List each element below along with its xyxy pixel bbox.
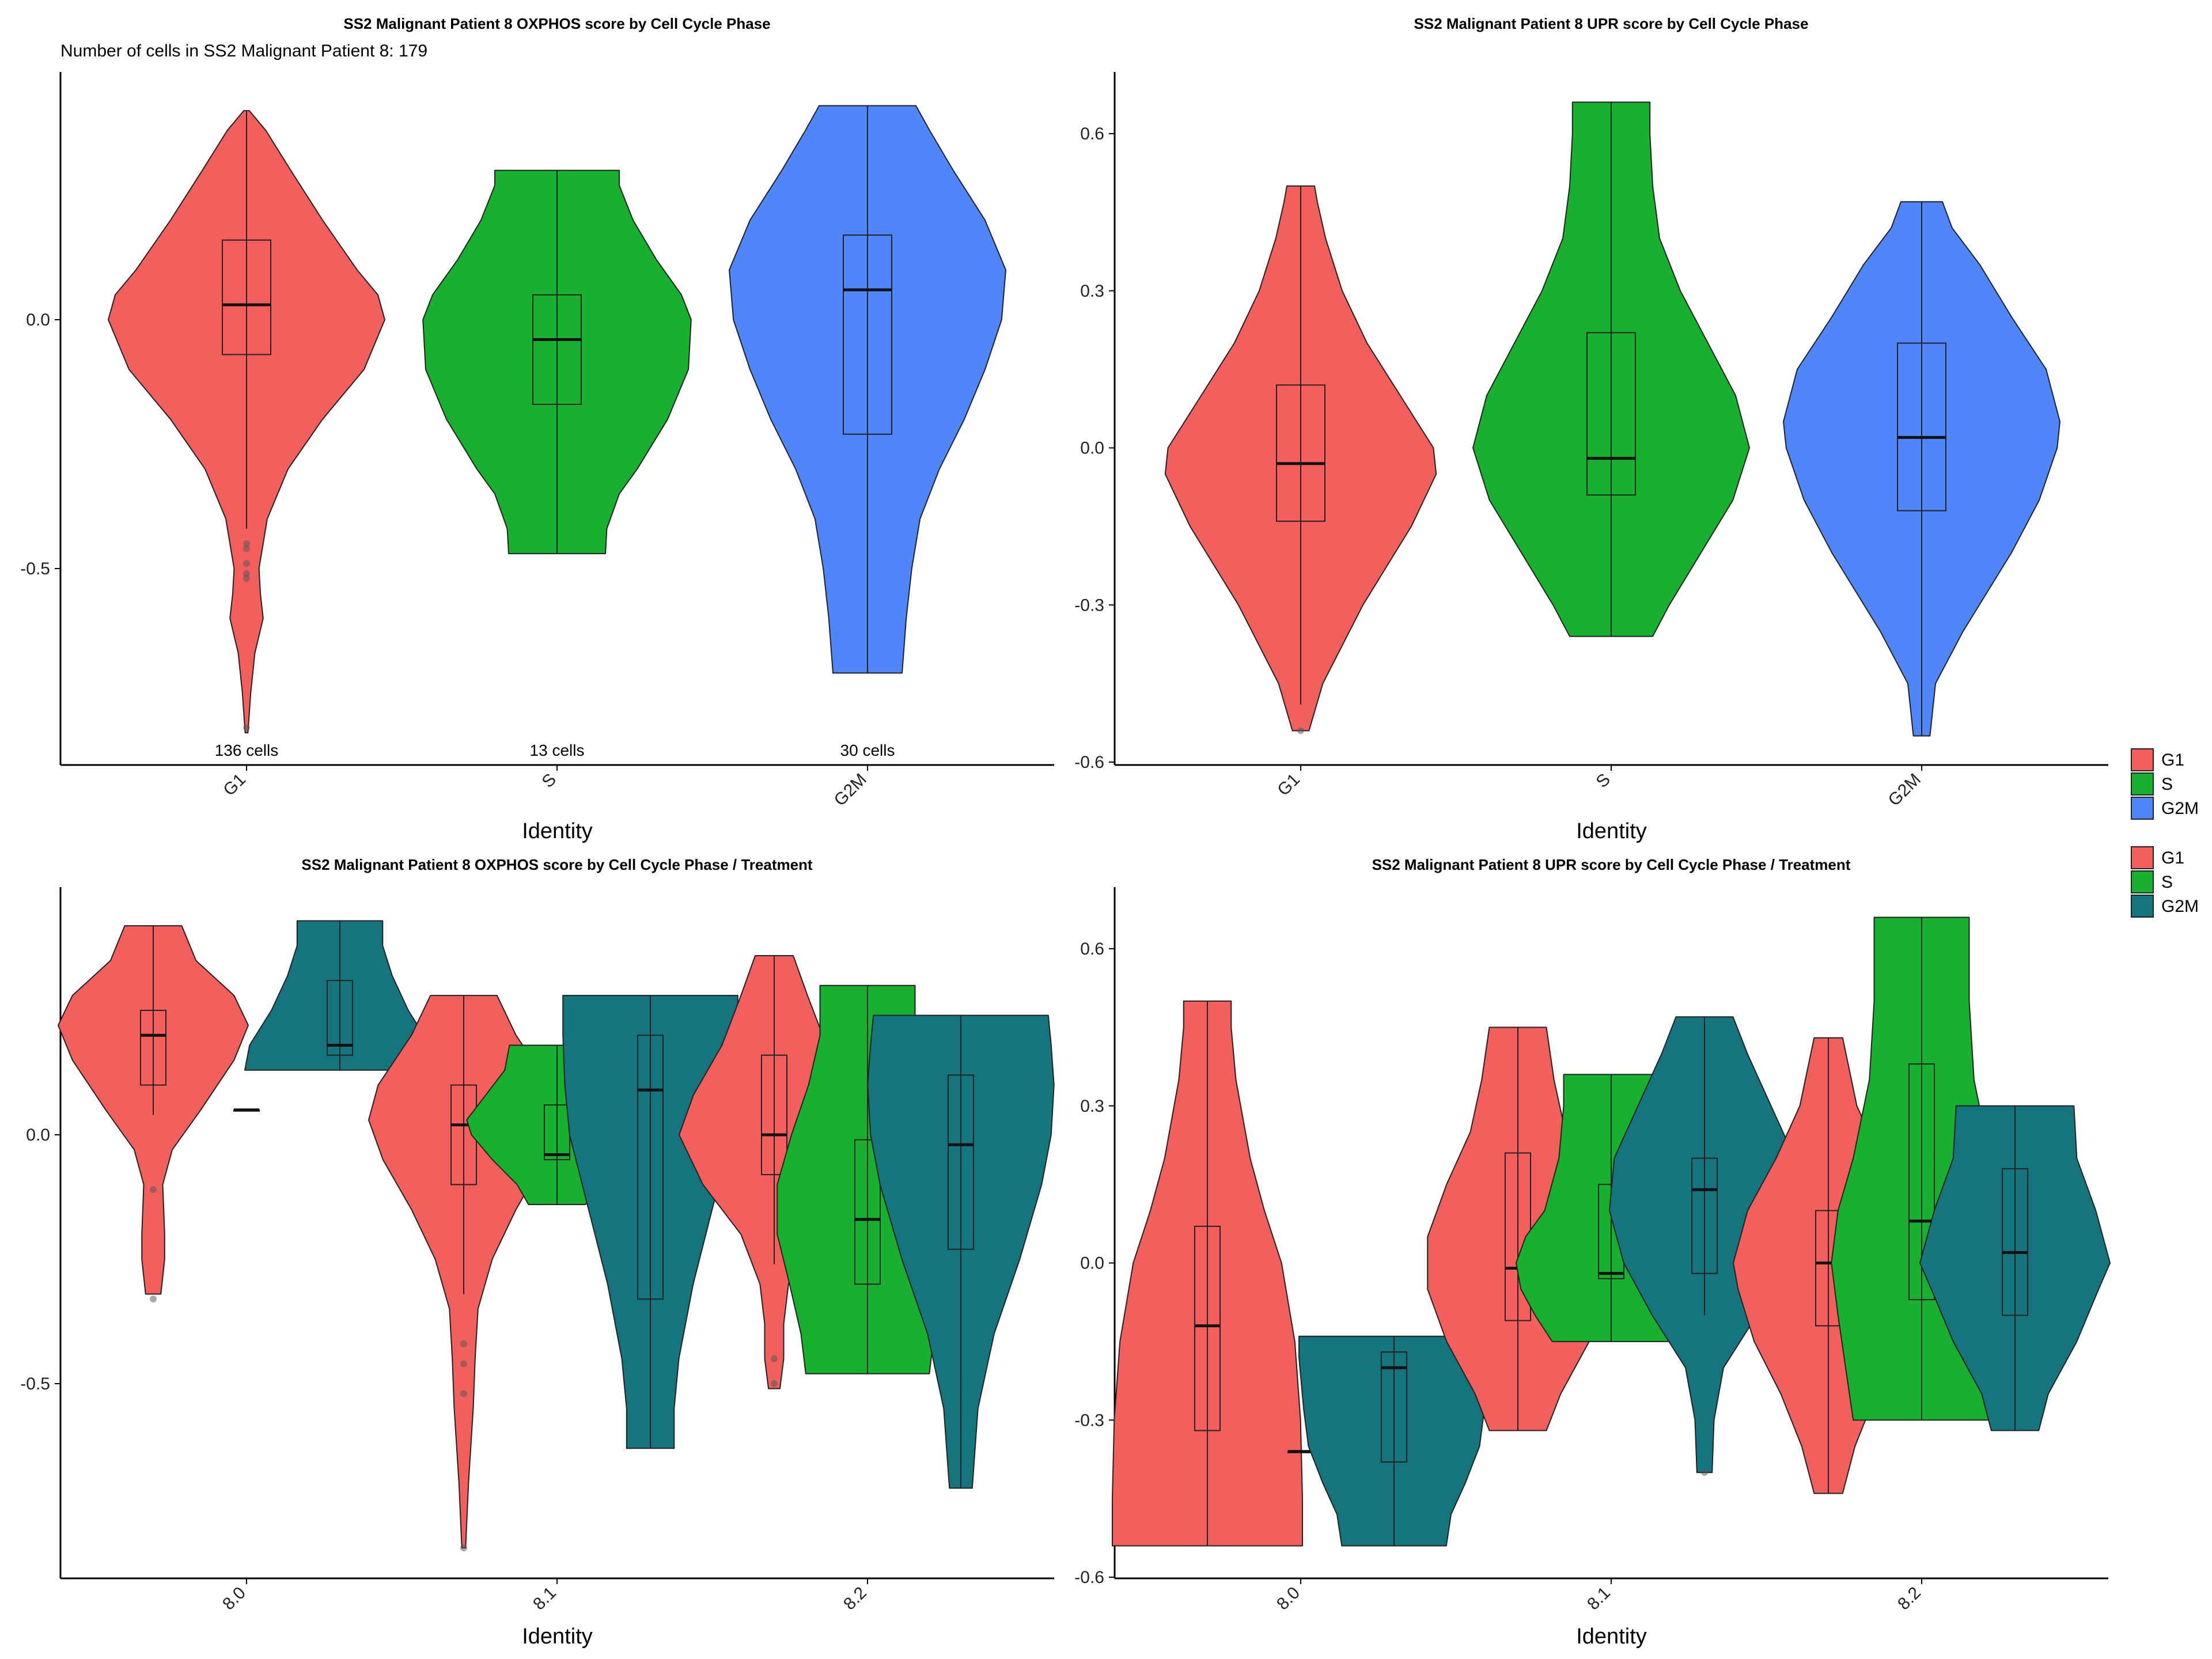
violin-8.0-G2M_teal <box>1298 1335 1490 1547</box>
outlier-point <box>243 540 250 547</box>
y-tick-label: 0.3 <box>1080 282 1104 301</box>
y-tick-label: -0.6 <box>1074 753 1104 772</box>
cell-count-annotation: Number of cells in SS2 Malignant Patient… <box>60 41 427 60</box>
box-iqr <box>637 1035 664 1300</box>
box-iqr <box>327 980 353 1056</box>
legend-label: G2M <box>2161 799 2199 818</box>
outlier-point <box>771 1380 778 1387</box>
chart-title: SS2 Malignant Patient 8 UPR score by Cel… <box>1372 856 1851 873</box>
box-iqr <box>948 1074 974 1250</box>
outlier-point <box>243 560 250 567</box>
violin-G2M-G2M_blue <box>729 105 1006 674</box>
y-tick-label: 0.0 <box>1080 1254 1104 1273</box>
violin-8.0-S <box>1287 1450 1314 1453</box>
outlier-point <box>771 1355 778 1362</box>
chart-title: SS2 Malignant Patient 8 UPR score by Cel… <box>1414 15 1809 32</box>
violin-G1-G1 <box>1164 185 1437 734</box>
chart-title: SS2 Malignant Patient 8 OXPHOS score by … <box>301 856 813 873</box>
legends: G1 S G2M G1 S G2M <box>2131 748 2199 918</box>
violin-8.0-G1 <box>58 925 249 1303</box>
outlier-point <box>460 1544 467 1552</box>
outlier-point <box>150 1186 157 1194</box>
y-tick-label: 0.6 <box>1080 940 1104 959</box>
box-iqr <box>1897 342 1946 512</box>
y-tick-label: -0.6 <box>1074 1568 1104 1587</box>
chart-panel: SS2 Malignant Patient 8 UPR score by Cel… <box>1074 15 2108 843</box>
cell-count-label: 13 cells <box>530 741 585 759</box>
y-tick-label: -0.3 <box>1074 596 1104 615</box>
y-tick-label: 0.3 <box>1080 1097 1104 1116</box>
chart-title: SS2 Malignant Patient 8 OXPHOS score by … <box>343 15 770 32</box>
violin-8.0-G2M_teal <box>244 920 435 1071</box>
violin-S-S <box>1472 101 1750 637</box>
violin-8.0-G1 <box>1112 1000 1303 1547</box>
x-axis-label: Identity <box>522 1624 593 1649</box>
outlier-point <box>243 575 250 582</box>
box-iqr <box>1381 1351 1407 1463</box>
y-tick-label: -0.5 <box>20 1374 50 1393</box>
legend: G1 S G2M <box>2131 748 2199 820</box>
cell-count-label: 30 cells <box>840 741 895 759</box>
outlier-point <box>460 1360 467 1368</box>
y-tick-label: 0.0 <box>26 1126 50 1145</box>
legend-label: G1 <box>2161 751 2184 770</box>
legend-swatch <box>2131 846 2154 869</box>
legend-swatch <box>2131 870 2154 893</box>
chart-panel: SS2 Malignant Patient 8 UPR score by Cel… <box>1074 856 2111 1649</box>
legend-label: S <box>2161 873 2173 892</box>
y-tick-label: 0.6 <box>1080 124 1104 143</box>
outlier-point <box>243 570 250 577</box>
box-iqr <box>843 234 892 435</box>
box-iqr <box>761 1054 787 1176</box>
violin-G2M-G2M_blue <box>1783 201 2061 737</box>
legend-label: G1 <box>2161 849 2184 868</box>
x-axis-label: Identity <box>1576 1624 1647 1649</box>
box-iqr <box>222 239 271 355</box>
outlier-point <box>243 545 250 552</box>
y-tick-label: -0.3 <box>1074 1411 1104 1430</box>
outlier-point <box>460 1390 467 1397</box>
box-iqr <box>532 294 582 405</box>
outlier-point <box>1297 727 1304 734</box>
legend: G1 S G2M <box>2131 846 2199 918</box>
outlier-point <box>150 1296 157 1303</box>
violin-8.2-G2M_teal <box>867 1014 1055 1489</box>
box-iqr <box>2002 1168 2028 1316</box>
panels: SS2 Malignant Patient 8 OXPHOS score by … <box>20 15 2111 1649</box>
violin-8.0-S <box>233 1108 260 1112</box>
legend-swatch <box>2131 772 2154 796</box>
box-iqr <box>1276 384 1325 522</box>
violin-G1-G1 <box>108 110 385 734</box>
chart-panel: SS2 Malignant Patient 8 OXPHOS score by … <box>20 856 1055 1649</box>
outlier-point <box>1701 1469 1708 1476</box>
legend-label: G2M <box>2161 897 2199 916</box>
violin-8.2-G2M_teal <box>1919 1105 2111 1431</box>
legend-swatch <box>2131 895 2154 918</box>
box-iqr <box>1586 332 1636 496</box>
y-tick-label: -0.5 <box>20 559 50 578</box>
box-iqr <box>1908 1063 1935 1301</box>
box-iqr <box>1194 1225 1221 1431</box>
cell-count-label: 136 cells <box>215 741 279 759</box>
outlier-point <box>460 1340 467 1347</box>
outlier-point <box>243 724 250 732</box>
y-tick-label: 0.0 <box>1080 439 1104 458</box>
box-iqr <box>1691 1157 1718 1274</box>
x-axis-label: Identity <box>1576 819 1647 843</box>
legend-label: S <box>2161 775 2173 794</box>
x-axis-label: Identity <box>522 819 593 843</box>
violin-S-S <box>422 169 692 555</box>
y-tick-label: 0.0 <box>26 310 50 329</box>
box-iqr <box>140 1010 166 1086</box>
box-iqr <box>854 1139 881 1285</box>
legend-swatch <box>2131 797 2154 820</box>
legend-swatch <box>2131 748 2154 771</box>
